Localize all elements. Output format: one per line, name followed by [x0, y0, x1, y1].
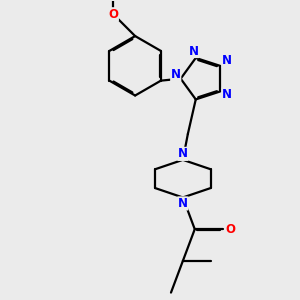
Text: N: N [222, 88, 232, 101]
Text: N: N [189, 44, 199, 58]
Text: O: O [108, 8, 118, 21]
Text: O: O [225, 223, 236, 236]
Text: N: N [171, 68, 181, 81]
Text: N: N [178, 147, 188, 161]
Text: N: N [178, 197, 188, 210]
Text: N: N [222, 54, 232, 68]
